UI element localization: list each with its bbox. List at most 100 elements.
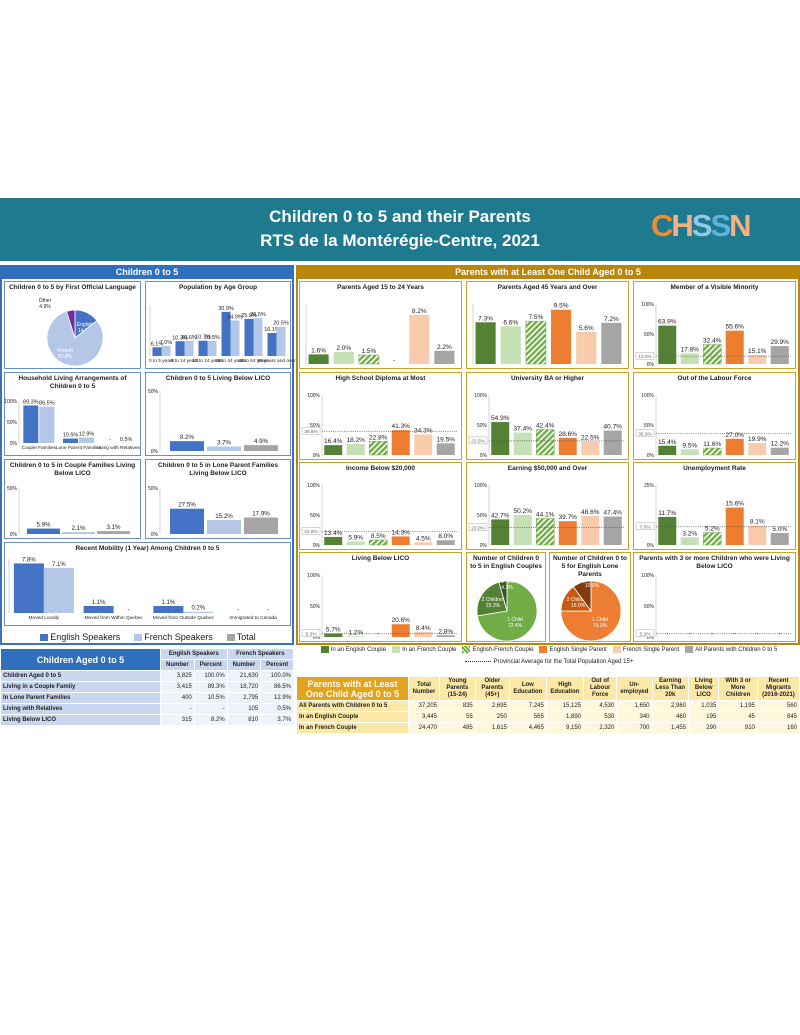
slice-label: 2 Children (482, 597, 505, 603)
table-cell: 2,320 (583, 722, 618, 734)
bar (770, 346, 789, 364)
table-cell: 1,195 (718, 700, 758, 712)
slice-value: 80.8% (58, 354, 73, 360)
y-tick-label: 100% (307, 573, 320, 579)
chart-title: High School Diploma at Most (335, 375, 426, 382)
bar (436, 635, 455, 637)
bar (97, 531, 130, 534)
data-label: 7.3% (478, 315, 493, 322)
col-group-english: English Speakers (160, 648, 228, 660)
avg-label-box (635, 522, 655, 530)
table-row: Living Below LICO 315 8.2% 810 3.7% (0, 714, 294, 726)
avg-label-box (301, 629, 321, 637)
bar (79, 437, 94, 443)
col-header: Living Below LICO (688, 676, 720, 701)
bar (198, 340, 208, 356)
bar (391, 430, 410, 455)
table-cell: 0.5% (260, 703, 294, 715)
data-label: 40.7% (604, 424, 623, 431)
data-label: 22.5% (581, 435, 600, 442)
avg-label-box (301, 527, 321, 535)
bar (414, 542, 433, 545)
data-label: 7.0% (160, 340, 173, 346)
data-label: 24.9% (227, 314, 243, 320)
bar (13, 563, 44, 613)
chart-title: Living Below LICO (351, 555, 410, 562)
table-cell: 1,035 (688, 700, 720, 712)
table-cell: 12.9% (260, 692, 294, 704)
legend-all: All Parents with Children 0 to 5 (685, 646, 777, 653)
y-tick-label: 50% (7, 420, 18, 426)
data-label: 7.8% (22, 557, 36, 563)
data-label: 6.1% (151, 341, 164, 347)
bar (409, 314, 430, 364)
chart-p45: Parents Aged 45 Years and Over 7.3% 6.6% 7.… (466, 281, 629, 369)
table-cell: 100.0% (193, 670, 228, 682)
y-tick-label: 50% (310, 604, 321, 610)
chart-svg: 7.8% 1.1% 1.1% - 7.1% - 0.2% - Moved Locally Move… (8, 557, 277, 621)
data-label: 0.2% (192, 606, 206, 612)
legend-ef-couple: English-French Couple (462, 646, 533, 653)
bar (221, 311, 231, 356)
slice-value: 4.3% (501, 585, 513, 591)
category-label: Living with Relatives (96, 445, 140, 451)
chart-lblico: Living Below LICO 100% 50% 0% 5.7% 1.2% - 20.6%… (299, 552, 462, 642)
data-label: 12.9% (79, 432, 95, 438)
data-label: 15.4% (658, 439, 677, 446)
table-cell: 3.7% (260, 714, 294, 726)
chart-svg: 100% 50% 0%13.4% 5.9% 8.5% 14.3% 4.5% 8.0% 22.6% (301, 483, 457, 549)
category-label: Moved from Within Quebec (85, 615, 144, 621)
data-label: - (109, 437, 111, 443)
bar (658, 516, 677, 545)
legend-french: French Speakers (134, 632, 213, 642)
data-label: 48.6% (581, 509, 600, 516)
data-label: 4.5% (416, 535, 431, 542)
data-label: 89.3% (23, 399, 39, 405)
table-cell: 565 (508, 711, 547, 723)
chart-title: Children 0 to 5 in Couple Families Livin… (9, 462, 136, 477)
chart-hs: High School Diploma at Most 100% 50% 0% 16.4… (299, 372, 462, 460)
table-row: All Parents with Children 0 to 5 37,205 83… (296, 700, 800, 712)
chart-svg: 1.6% 2.0% 1.5% - 8.2% 2.2% (305, 304, 455, 365)
data-label: 8.0% (438, 533, 453, 540)
data-label: 27.0% (726, 432, 745, 439)
data-label: 50.2% (514, 508, 533, 515)
bar (43, 567, 74, 613)
bar (513, 514, 532, 545)
table-cell: 845 (756, 711, 800, 723)
children-table-title: Children Aged 0 to 5 (0, 648, 161, 671)
data-label: 14.3% (392, 529, 411, 536)
bar (153, 606, 184, 613)
bar (558, 521, 577, 545)
data-label: - (393, 357, 395, 364)
row-label: Living in a Couple Family (0, 681, 161, 693)
avg-label-box (468, 523, 488, 531)
bar (491, 422, 510, 455)
data-label: 5.7% (326, 626, 341, 633)
bar (558, 437, 577, 455)
data-label: 5.9% (36, 522, 51, 529)
y-tick-label: 100% (307, 393, 320, 399)
row-label: Living with Relatives (0, 703, 161, 715)
avg-label: 29.0% (471, 525, 485, 531)
chart-title: Children 0 to 5 Living Below LICO (165, 375, 271, 382)
data-label: 1.6% (311, 347, 326, 354)
chart-cfblico: Children 0 to 5 in Couple Families Livin… (4, 459, 141, 539)
slice-label: English (77, 322, 94, 328)
y-tick-label: 100% (4, 399, 17, 405)
bar (725, 507, 744, 545)
data-label: 3.1% (106, 524, 121, 531)
slice-label: 3 or More (496, 579, 518, 585)
table-cell: 315 (160, 714, 195, 726)
chart-unemp: Unemployment Rate 25% 0% 11.7% 3.2% 5.2% 15.6%… (633, 462, 796, 550)
data-label: 3.2% (682, 530, 697, 537)
table-cell: 1,615 (474, 722, 510, 734)
col-header: Recent Migrants (2016-2021) (756, 676, 800, 701)
data-label: 12.2% (771, 441, 790, 448)
slice-value: 23.3% (486, 603, 501, 609)
chart-p15: Parents Aged 15 to 24 Years 1.6% 2.0% 1.5% -… (299, 281, 462, 369)
col-header: Number (226, 659, 262, 671)
data-label: 10.3% (172, 335, 188, 341)
bar (525, 320, 547, 365)
bar (658, 325, 677, 364)
